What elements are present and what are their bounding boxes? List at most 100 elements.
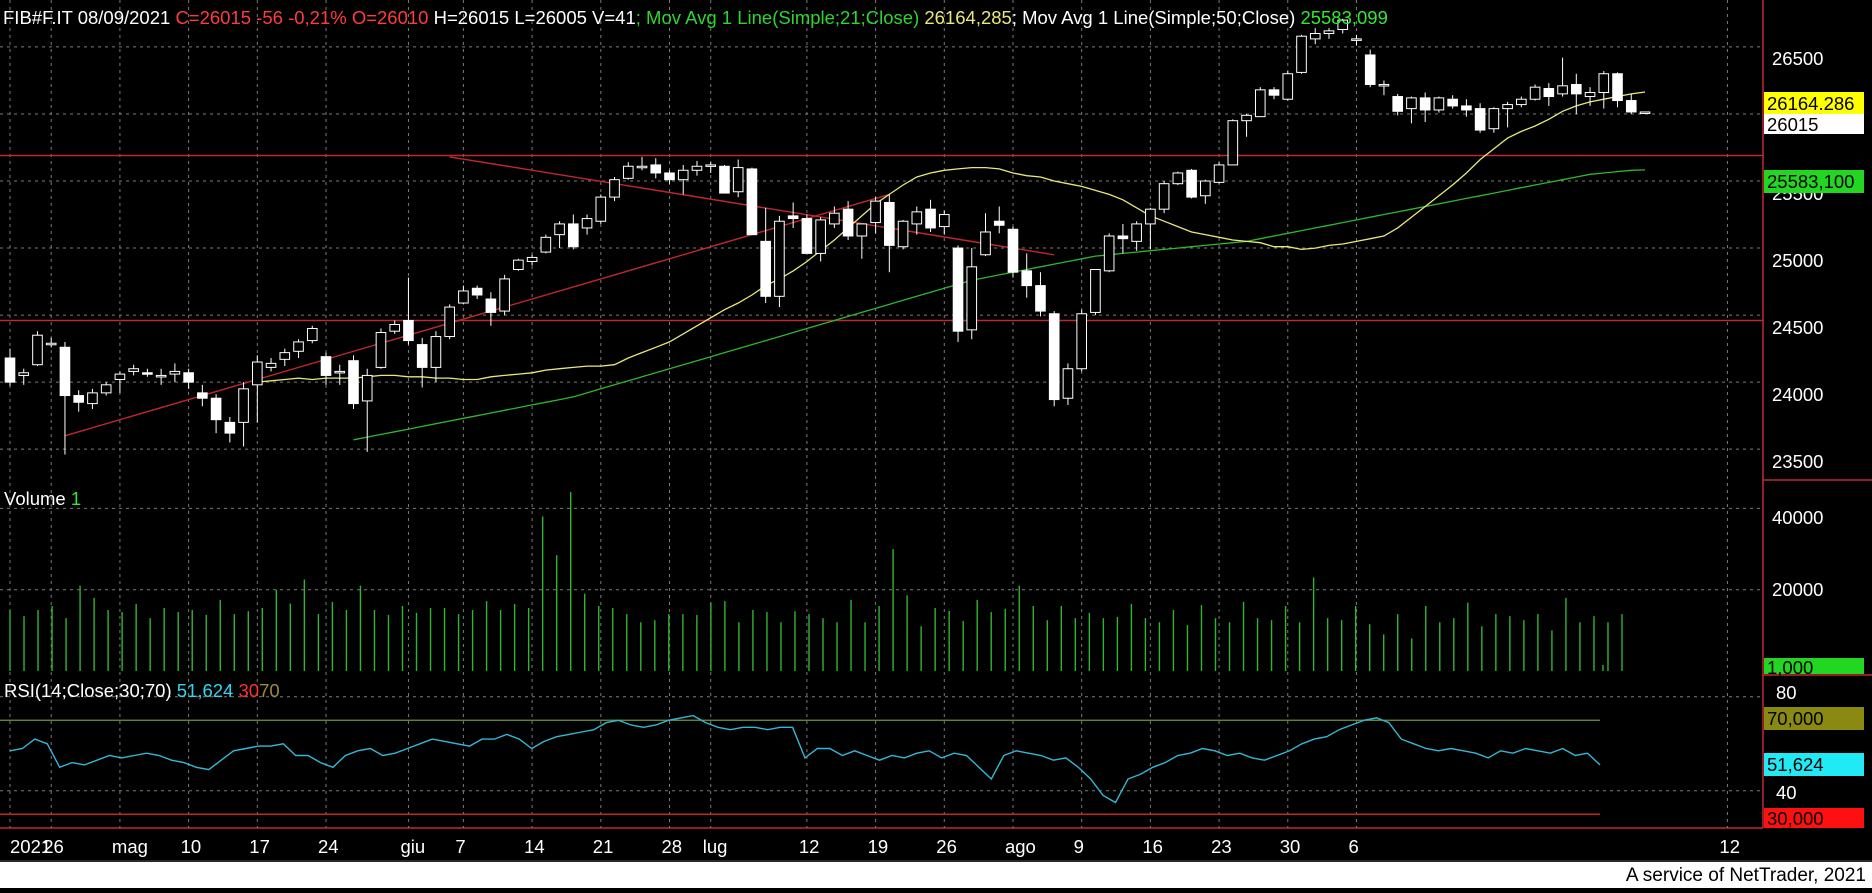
candle-body-down <box>416 344 428 368</box>
rsi-label: RSI(14;Close;30;70) 51,624 3070 <box>4 680 280 701</box>
x-axis-label: 28 <box>661 836 682 857</box>
candle-body-up <box>155 374 167 378</box>
candle-body-up <box>375 332 387 368</box>
candle-body-up <box>1254 89 1266 118</box>
volume-tick: 40000 <box>1772 507 1823 528</box>
candle-body-up <box>1213 164 1225 183</box>
header-ma21-label: ; Mov Avg 1 Line(Simple;21;Close) <box>636 7 919 28</box>
candle-body-up <box>1090 269 1101 313</box>
candle-body-down <box>760 240 771 297</box>
candle-body-up <box>1282 73 1294 100</box>
support-resistance-lines <box>0 154 1763 322</box>
volume-label-value: 1 <box>71 488 81 509</box>
footer-text: A service of NetTrader, 2021 <box>1625 865 1866 886</box>
candle-body-down <box>59 346 71 397</box>
x-axis-label: 26 <box>43 836 64 857</box>
x-axis-label: 19 <box>868 836 889 857</box>
x-axis-label: 9 <box>1074 836 1084 857</box>
x-axis-label: 7 <box>455 836 465 857</box>
candle-body-up <box>1200 180 1211 197</box>
candle-body-up <box>1062 368 1074 399</box>
candle-body-up <box>389 323 401 332</box>
candle-body-up <box>1406 97 1417 110</box>
volume-label-text: Volume <box>4 488 66 509</box>
x-axis-label: 14 <box>524 836 545 857</box>
candle-body-down <box>1035 285 1046 312</box>
candle-body-down <box>1186 169 1197 198</box>
candle-body-up <box>856 223 868 237</box>
rsi-label-text: RSI(14;Close;30;70) <box>4 680 172 701</box>
candle-body-down <box>719 165 730 194</box>
candle-body-up <box>513 259 524 271</box>
candle-body-down <box>210 397 222 421</box>
x-axis-label: giu <box>400 836 425 857</box>
ma21-line <box>257 91 1646 383</box>
candle-body-up <box>622 165 634 179</box>
x-axis-label: 12 <box>1719 836 1740 857</box>
candle-body-up <box>1639 111 1651 114</box>
candle-body-down <box>1392 96 1403 112</box>
candle-body-up <box>526 256 538 262</box>
candle-body-down <box>224 421 236 434</box>
candle-body-up <box>938 214 950 228</box>
candle-body-up <box>691 165 703 171</box>
price-tick: 23500 <box>1772 451 1823 472</box>
volume-tick: 20000 <box>1772 579 1823 600</box>
rsi-label-high: 70 <box>259 680 280 701</box>
header-symbol-date: FIB#F.IT 08/09/2021 <box>3 7 170 28</box>
candle-body-down <box>1543 87 1555 98</box>
candle-body-down <box>142 372 153 375</box>
candle-body-up <box>980 231 991 256</box>
candle-body-down <box>197 392 208 399</box>
candle-body-up <box>169 370 181 375</box>
ma50-line <box>353 169 1646 441</box>
candle-body-up <box>293 341 304 352</box>
x-axis-label: ago <box>1005 836 1036 857</box>
candle-body-down <box>4 357 16 383</box>
candle-body-up <box>609 179 620 198</box>
rsi-label-low: 30 <box>239 680 260 701</box>
candle-body-up <box>1131 223 1142 242</box>
candle-body-down <box>1268 89 1280 96</box>
candle-body-down <box>1461 105 1472 111</box>
candle-body-up <box>1598 73 1610 94</box>
footer: A service of NetTrader, 2021 <box>0 862 1872 888</box>
candle-body-down <box>993 220 1005 226</box>
candle-body-up <box>252 361 263 386</box>
candle-body-up <box>361 374 373 402</box>
candle-body-up <box>1227 120 1239 166</box>
candle-body-down <box>1364 54 1376 85</box>
candle-body-down <box>842 208 854 237</box>
candle-body-down <box>746 168 758 236</box>
candle-body-down <box>348 360 359 405</box>
candle-body-up <box>732 167 744 193</box>
rsi-high-badge <box>1764 707 1864 730</box>
ma21-badge-text: 26164.286 <box>1767 93 1854 114</box>
candle-body-up <box>279 352 291 360</box>
candle-body-up <box>87 392 98 405</box>
candle-body-up <box>45 342 57 346</box>
candle-body-up <box>911 211 923 225</box>
candle-body-up <box>1076 313 1087 370</box>
candle-body-down <box>1447 98 1458 107</box>
ma21-badge <box>1764 92 1864 114</box>
candle-body-up <box>430 336 442 368</box>
price-tick: 26500 <box>1772 48 1823 69</box>
candle-body-up <box>540 236 552 253</box>
x-axis-label: 21 <box>593 836 614 857</box>
candlestick-series <box>4 18 1651 455</box>
volume-label: Volume 1 <box>4 488 81 509</box>
candle-body-up <box>499 278 510 312</box>
header-ma50-value: 25583,099 <box>1300 7 1387 28</box>
rsi-label-value: 51,624 <box>177 680 234 701</box>
x-axis-label: 10 <box>181 836 202 857</box>
rsi-tick: 80 <box>1776 682 1797 703</box>
x-axis-label: 16 <box>1142 836 1163 857</box>
ma50-badge-text: 25583,100 <box>1767 171 1854 192</box>
rsi-low-badge-text: 30,000 <box>1767 808 1824 829</box>
candle-body-down <box>183 372 194 383</box>
candle-body-down <box>801 218 813 254</box>
candle-body-up <box>966 266 978 331</box>
